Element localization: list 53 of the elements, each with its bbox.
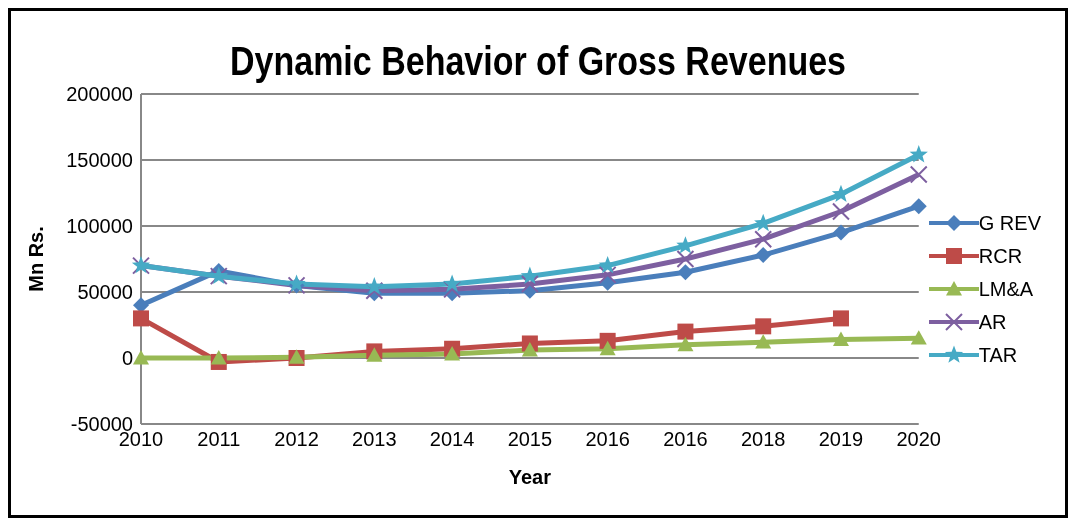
x-tick-label: 2019: [818, 428, 864, 451]
point: [442, 274, 462, 292]
y-tick-label: 200000: [66, 83, 133, 106]
point: [909, 165, 928, 184]
x-tick-label: 2015: [507, 428, 553, 451]
y-axis-title: Mn Rs.: [25, 226, 48, 292]
point: [365, 277, 384, 295]
x-tick-label: 2016: [585, 428, 630, 451]
point: [677, 323, 694, 340]
legend-label: LM&A: [978, 277, 1034, 301]
y-tick-label: 100000: [66, 215, 133, 238]
point: [444, 346, 461, 361]
point: [366, 347, 383, 362]
legend-label: TAR: [978, 343, 1018, 367]
point: [676, 250, 695, 268]
point: [832, 224, 849, 241]
y-tick-label: 50000: [77, 281, 133, 304]
point: [677, 264, 694, 281]
point: [599, 340, 616, 356]
legend-label: RCR: [978, 244, 1023, 268]
point: [133, 350, 149, 365]
point: [677, 336, 694, 352]
legend-label: AR: [978, 310, 1007, 334]
legend-label: G REV: [978, 211, 1041, 235]
y-tick-label: 0: [121, 347, 133, 370]
point: [210, 350, 227, 365]
point: [909, 145, 928, 163]
point: [755, 247, 772, 264]
x-axis-title: Year: [508, 466, 552, 488]
point: [755, 334, 772, 349]
x-tick-label: 2011: [197, 428, 241, 451]
x-tick-label: 2013: [352, 428, 397, 451]
x-tick-label: 2020: [896, 428, 941, 451]
point: [754, 230, 773, 249]
point: [910, 198, 927, 215]
x-tick-label: 2012: [274, 428, 319, 451]
point: [831, 202, 850, 221]
point: [521, 342, 538, 357]
y-tick-label: 150000: [66, 149, 133, 172]
point: [133, 310, 149, 327]
chart-title: Dynamic Behavior of Gross Revenues: [229, 39, 847, 84]
point: [755, 318, 772, 335]
point: [520, 275, 539, 294]
point: [910, 330, 927, 345]
point: [831, 184, 851, 203]
point: [365, 281, 384, 300]
x-tick-label: 2018: [740, 428, 786, 451]
x-tick-label: 2014: [429, 428, 475, 451]
point: [832, 310, 849, 327]
point: [598, 265, 617, 284]
x-tick-label: 2016: [663, 428, 708, 451]
point: [443, 280, 462, 299]
point: [832, 331, 849, 346]
